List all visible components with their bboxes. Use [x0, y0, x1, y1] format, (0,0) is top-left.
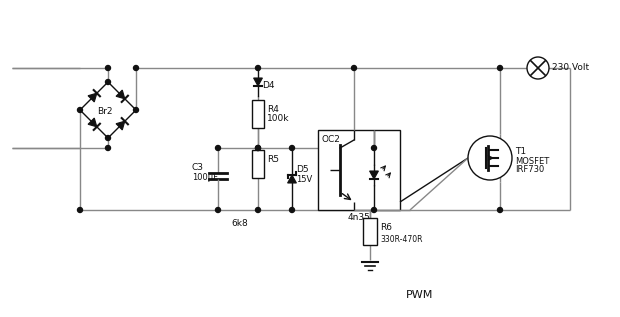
Circle shape	[352, 66, 356, 70]
Text: 4n35: 4n35	[348, 214, 370, 223]
Polygon shape	[88, 118, 97, 127]
Circle shape	[255, 208, 260, 212]
Polygon shape	[88, 93, 97, 102]
Circle shape	[497, 66, 502, 70]
Text: R5: R5	[267, 155, 279, 164]
Polygon shape	[116, 121, 125, 130]
Text: R4: R4	[267, 105, 279, 114]
Circle shape	[371, 146, 376, 151]
Circle shape	[255, 146, 260, 151]
Circle shape	[105, 146, 110, 151]
Circle shape	[133, 107, 138, 113]
Bar	[363, 218, 377, 245]
Text: 100k: 100k	[267, 114, 290, 123]
Circle shape	[255, 66, 260, 70]
Text: R6: R6	[380, 223, 392, 232]
Circle shape	[216, 208, 221, 212]
Bar	[252, 150, 264, 178]
Circle shape	[105, 66, 110, 70]
Text: OC2: OC2	[322, 135, 341, 145]
Circle shape	[290, 208, 294, 212]
Circle shape	[216, 146, 221, 151]
Circle shape	[468, 136, 512, 180]
Polygon shape	[116, 90, 125, 99]
Text: 330R-470R: 330R-470R	[380, 236, 422, 244]
Bar	[252, 100, 264, 128]
Polygon shape	[288, 175, 296, 183]
Circle shape	[105, 80, 110, 85]
Text: 15V: 15V	[296, 176, 312, 184]
Text: D4: D4	[262, 81, 275, 90]
Text: T1: T1	[515, 147, 526, 157]
Text: C3: C3	[192, 164, 204, 172]
Text: D5: D5	[296, 165, 309, 174]
Circle shape	[290, 146, 294, 151]
Text: PWM: PWM	[406, 290, 433, 300]
Circle shape	[371, 208, 376, 212]
Polygon shape	[254, 78, 262, 86]
Polygon shape	[370, 171, 378, 179]
Circle shape	[527, 57, 549, 79]
Circle shape	[105, 135, 110, 140]
Text: 100μF: 100μF	[192, 173, 218, 183]
Circle shape	[78, 208, 82, 212]
Text: IRF730: IRF730	[515, 165, 544, 174]
Text: 6k8: 6k8	[232, 219, 249, 229]
Circle shape	[78, 107, 82, 113]
Text: Br2: Br2	[97, 107, 113, 117]
Bar	[318, 130, 400, 210]
Text: MOSFET: MOSFET	[515, 157, 549, 165]
Circle shape	[255, 146, 260, 151]
Circle shape	[133, 66, 138, 70]
Text: 230 Volt: 230 Volt	[552, 63, 589, 73]
Circle shape	[497, 208, 502, 212]
